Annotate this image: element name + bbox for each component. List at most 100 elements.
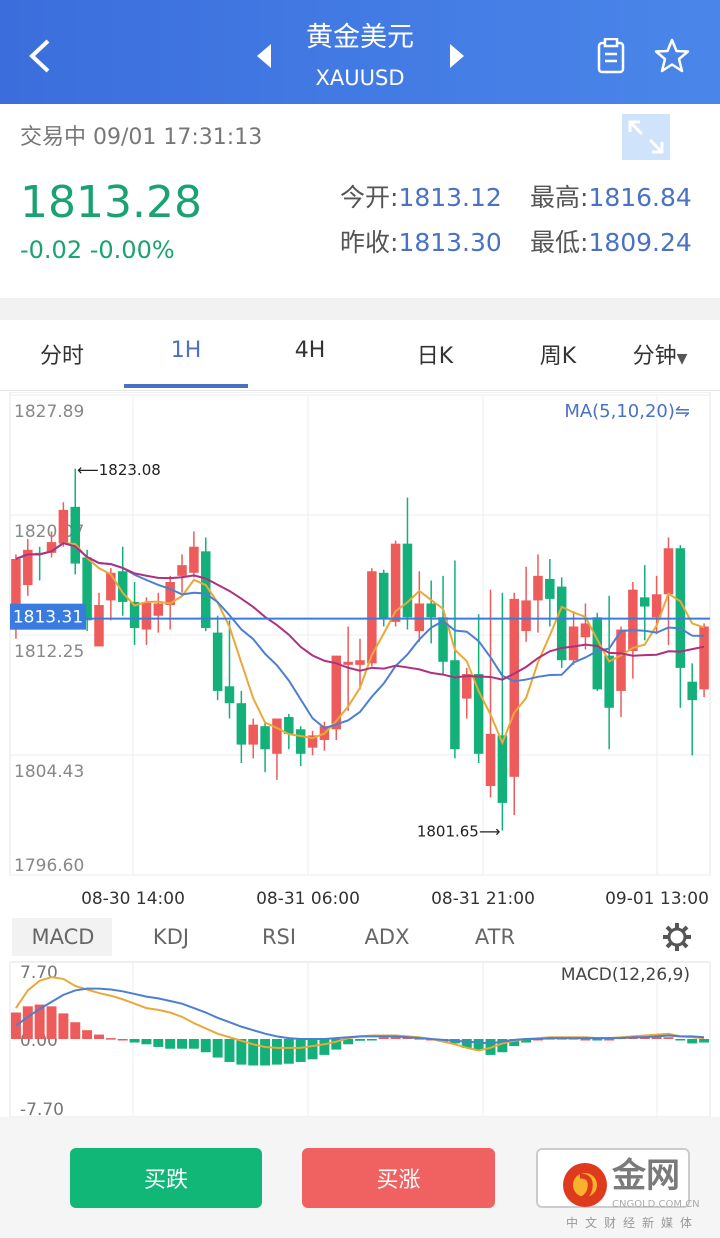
candle-down	[438, 617, 448, 662]
candle-up	[521, 600, 531, 632]
change-percent: -0.00%	[89, 236, 175, 264]
candle-up	[568, 626, 579, 661]
watermark-slogan: 中文财经新媒体	[566, 1216, 700, 1230]
settings-gear-icon[interactable]	[662, 922, 692, 952]
candle-down	[212, 632, 223, 691]
y-tick-label: 1827.89	[14, 402, 84, 422]
candle-down	[687, 681, 697, 701]
macd-histogram-bar	[248, 1039, 259, 1066]
tab-4h[interactable]: 4H	[294, 338, 326, 363]
x-tick-label: 08-31 21:00	[431, 889, 535, 909]
open-label: 今开:	[340, 183, 399, 212]
tab-minutes[interactable]: 分钟▼	[633, 338, 688, 370]
candle-up	[177, 565, 187, 576]
macd-legend: MACD(12,26,9)	[561, 965, 690, 985]
macd-histogram-bar	[224, 1039, 235, 1062]
macd-histogram-bar	[236, 1039, 247, 1065]
buy-up-button[interactable]: 买涨	[302, 1148, 495, 1208]
indicator-tab-kdj[interactable]: KDJ	[152, 925, 190, 949]
candle-up	[94, 605, 104, 647]
candle-down	[284, 716, 294, 734]
price-change: -0.02 -0.00%	[20, 236, 175, 264]
candle-up	[651, 594, 662, 618]
high-value: 1816.84	[588, 183, 692, 212]
more-button[interactable]	[536, 1148, 690, 1208]
candle-down	[378, 572, 389, 619]
tab-daily[interactable]: 日K	[416, 344, 454, 369]
candle-down	[295, 729, 306, 754]
prev-close-label: 昨收:	[340, 228, 399, 257]
candle-up	[58, 509, 69, 544]
ma-legend: MA(5,10,20)⇋	[564, 401, 690, 422]
max-price-annotation: ⟵1823.08	[77, 461, 161, 479]
candle-down	[260, 726, 270, 750]
macd-histogram-bar	[663, 1037, 674, 1039]
macd-histogram-bar	[675, 1039, 686, 1041]
watermark-domain: CNGOLD.COM.CN	[612, 1199, 700, 1210]
macd-histogram-bar	[94, 1034, 104, 1039]
candle-up	[616, 629, 626, 691]
logo-mark-icon	[563, 1163, 607, 1207]
macd-histogram-bar	[390, 1037, 401, 1039]
macd-histogram-bar	[307, 1039, 318, 1060]
tab-1h[interactable]: 1H	[170, 338, 202, 363]
macd-histogram-bar	[355, 1039, 365, 1041]
candle-down	[236, 703, 247, 745]
tab-timeshare[interactable]: 分时	[39, 344, 85, 369]
indicator-tabs	[10, 912, 710, 962]
candle-up	[355, 660, 365, 665]
instrument-symbol: XAUUSD	[315, 66, 405, 90]
candle-up	[46, 542, 57, 553]
macd-histogram-bar	[82, 1030, 93, 1039]
y-tick-label: 1812.25	[14, 642, 84, 662]
candle-up	[248, 724, 258, 745]
macd-histogram-bar	[509, 1039, 520, 1047]
star-icon[interactable]	[654, 38, 690, 74]
trading-status: 交易中 09/01 17:31:13	[20, 125, 263, 150]
low-label: 最低:	[530, 228, 589, 257]
macd-histogram-bar	[153, 1039, 164, 1047]
prev-close-stat: 昨收:1813.30	[340, 228, 502, 261]
indicator-tab-macd[interactable]: MACD	[31, 925, 95, 949]
candle-up	[462, 674, 472, 699]
indicator-tab-rsi[interactable]: RSI	[261, 925, 297, 949]
macd-y-tick: 7.70	[20, 963, 58, 983]
candle-down	[675, 548, 686, 668]
section-divider	[0, 298, 720, 320]
candle-up	[307, 735, 318, 748]
candle-up	[628, 589, 638, 652]
current-price-label: 1813.31	[13, 608, 83, 628]
tab-weekly[interactable]: 周K	[539, 344, 577, 369]
macd-histogram-bar	[651, 1036, 662, 1039]
candle-up	[331, 655, 342, 730]
x-tick-label: 09-01 13:00	[605, 889, 709, 909]
candle-up	[11, 558, 21, 619]
fullscreen-expand-icon[interactable]	[622, 114, 670, 160]
candle-up	[343, 661, 353, 665]
candle-up	[367, 571, 377, 664]
macd-histogram-bar	[34, 1004, 45, 1039]
candle-down	[545, 578, 555, 599]
next-triangle-icon[interactable]	[448, 44, 464, 68]
tabs-border	[0, 390, 720, 391]
macd-histogram-bar	[331, 1039, 342, 1050]
watermark-logo: 金网 CNGOLD.COM.CN 中文财经新媒体	[562, 1158, 720, 1238]
active-tab-underline	[124, 384, 248, 388]
clipboard-icon[interactable]	[596, 38, 626, 74]
back-arrow-icon[interactable]	[26, 38, 54, 74]
change-value: -0.02	[20, 236, 83, 264]
buy-down-button[interactable]: 买跌	[70, 1148, 262, 1208]
macd-histogram-bar	[165, 1039, 176, 1049]
candle-up	[663, 548, 674, 595]
candle-up	[509, 598, 519, 777]
candle-up	[106, 572, 116, 601]
high-label: 最高:	[530, 183, 589, 212]
candlestick-chart[interactable]: 1827.891820.071812.251804.431796.6008-30…	[0, 392, 720, 912]
indicator-tab-atr[interactable]: ATR	[474, 925, 516, 949]
low-stat: 最低:1809.24	[530, 228, 692, 261]
macd-histogram-bar	[378, 1037, 389, 1039]
macd-histogram-bar	[461, 1039, 472, 1048]
macd-histogram-bar	[58, 1013, 69, 1039]
prev-triangle-icon[interactable]	[257, 44, 273, 68]
indicator-tab-adx[interactable]: ADX	[364, 925, 410, 949]
